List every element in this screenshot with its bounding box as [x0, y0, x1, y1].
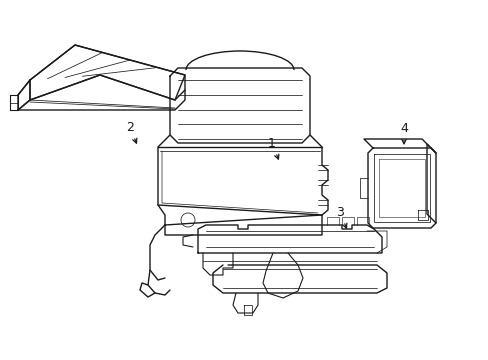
Text: 4: 4	[399, 122, 407, 144]
Text: 2: 2	[126, 121, 137, 143]
Text: 3: 3	[335, 206, 346, 228]
Text: 1: 1	[267, 136, 278, 159]
